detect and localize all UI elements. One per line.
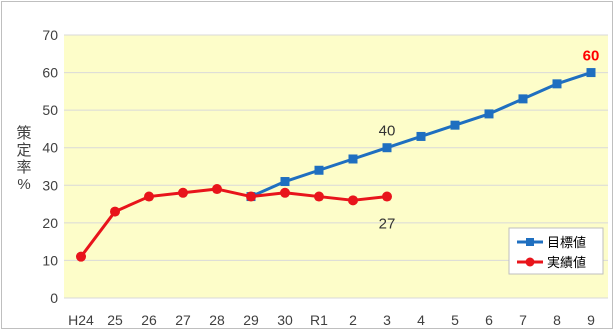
data-point bbox=[586, 68, 596, 78]
y-axis-label-char: % bbox=[17, 176, 30, 193]
y-tick-label: 60 bbox=[42, 65, 58, 81]
legend-marker bbox=[526, 238, 534, 246]
legend-box bbox=[508, 227, 604, 275]
x-tick-label: 8 bbox=[553, 312, 561, 328]
x-tick-label: 30 bbox=[277, 312, 293, 328]
legend-item: 目標値 bbox=[517, 235, 586, 250]
series-1 bbox=[246, 68, 596, 202]
data-point bbox=[484, 109, 494, 119]
data-point bbox=[246, 191, 256, 202]
y-tick-label: 30 bbox=[42, 177, 58, 193]
y-axis-label: 策定率% bbox=[16, 125, 31, 193]
x-tick-label: R1 bbox=[310, 312, 328, 328]
y-axis-ticks: 0 10 20 30 40 50 60 70 bbox=[42, 27, 58, 306]
series-line bbox=[79, 187, 388, 258]
y-tick-label: 50 bbox=[42, 102, 58, 118]
data-point bbox=[76, 251, 86, 262]
data-point bbox=[314, 191, 324, 202]
y-axis-label-char: 定 bbox=[16, 142, 31, 159]
y-axis-label-char: 率 bbox=[16, 159, 31, 176]
data-point bbox=[280, 187, 290, 198]
data-point bbox=[382, 143, 392, 153]
y-tick-label: 10 bbox=[42, 252, 58, 268]
data-point bbox=[280, 177, 290, 187]
x-tick-label: 5 bbox=[451, 312, 459, 328]
gridlines bbox=[64, 34, 608, 299]
x-tick-label: 3 bbox=[383, 312, 391, 328]
data-point bbox=[416, 131, 426, 141]
x-tick-label: 9 bbox=[587, 312, 595, 328]
data-point bbox=[348, 195, 358, 206]
x-tick-label: 29 bbox=[243, 312, 259, 328]
x-axis-ticks: H24 25 26 27 28 29 30 R1 2 3 4 5 6 7 8 9 bbox=[68, 312, 595, 328]
data-point bbox=[178, 187, 188, 198]
data-label: 40 bbox=[379, 123, 396, 140]
y-tick-label: 0 bbox=[50, 290, 58, 306]
legend-item: 実績値 bbox=[517, 255, 586, 270]
x-tick-label: 7 bbox=[519, 312, 527, 328]
legend-label: 目標値 bbox=[547, 235, 586, 250]
data-point bbox=[144, 191, 154, 202]
series-group bbox=[76, 68, 596, 262]
legend-label: 実績値 bbox=[547, 255, 586, 270]
x-tick-label: H24 bbox=[68, 312, 94, 328]
data-point bbox=[552, 79, 562, 89]
y-tick-label: 70 bbox=[42, 27, 58, 43]
data-point bbox=[382, 191, 392, 202]
x-tick-label: 4 bbox=[417, 312, 425, 328]
data-point bbox=[314, 165, 324, 175]
x-tick-label: 27 bbox=[175, 312, 191, 328]
y-axis-label-char: 策 bbox=[16, 125, 31, 142]
data-label: 27 bbox=[379, 216, 396, 233]
x-tick-label: 2 bbox=[349, 312, 357, 328]
data-point bbox=[110, 206, 120, 217]
y-tick-label: 20 bbox=[42, 215, 58, 231]
x-tick-label: 6 bbox=[485, 312, 493, 328]
data-point bbox=[348, 154, 358, 164]
data-point bbox=[518, 94, 528, 104]
data-label: 60 bbox=[583, 48, 600, 65]
data-annotations: 40 27 60 bbox=[379, 48, 600, 233]
x-tick-label: 26 bbox=[141, 312, 157, 328]
data-point bbox=[450, 120, 460, 130]
x-tick-label: 28 bbox=[209, 312, 225, 328]
series-2 bbox=[76, 184, 392, 262]
legend-marker bbox=[525, 257, 535, 267]
x-tick-label: 25 bbox=[107, 312, 123, 328]
data-point bbox=[212, 184, 222, 195]
y-tick-label: 40 bbox=[42, 140, 58, 156]
